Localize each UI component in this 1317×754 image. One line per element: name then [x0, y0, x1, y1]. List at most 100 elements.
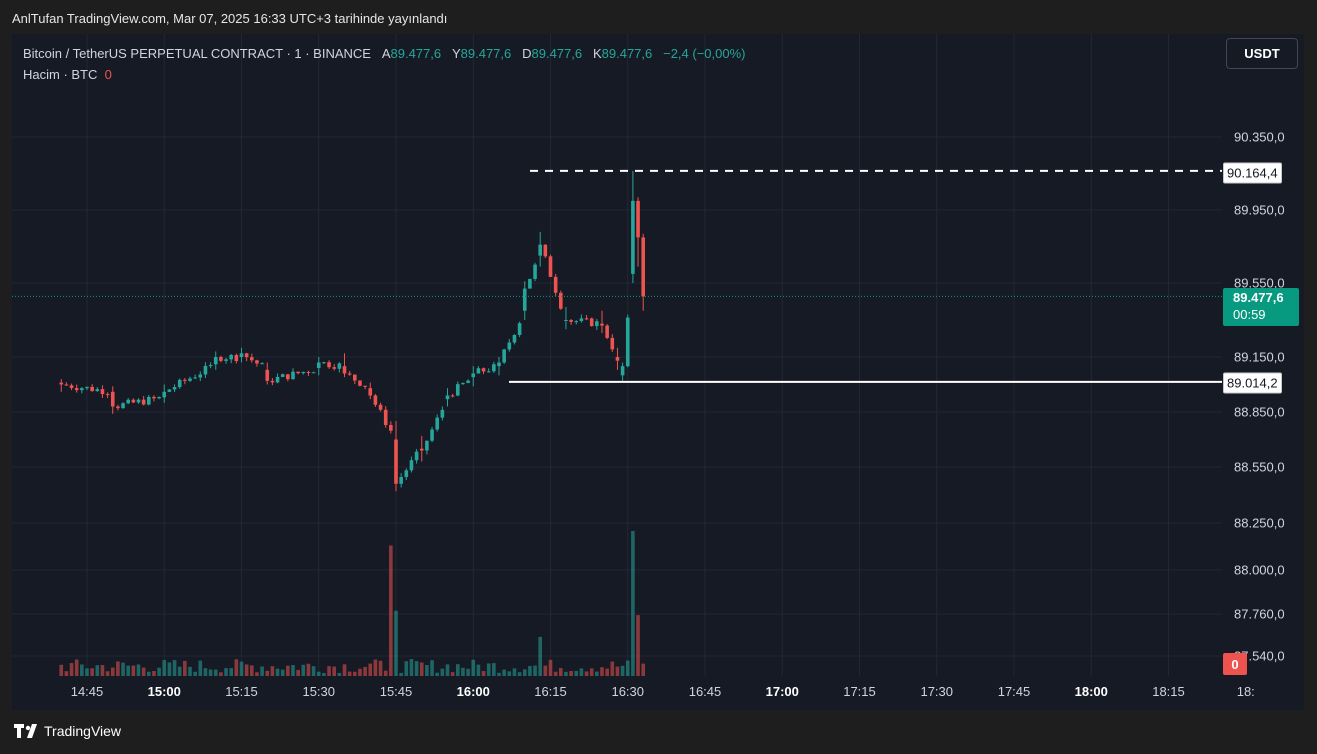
- time-axis[interactable]: 14:45 15:00 15:15 15:30 15:45 16:00 16:15 16:30…: [12, 676, 1255, 710]
- symbol-title[interactable]: Bitcoin / TetherUS PERPETUAL CONTRACT · …: [23, 46, 371, 61]
- high-label: Y: [451, 46, 461, 61]
- candle-body: [636, 200, 640, 238]
- volume-bar: [353, 671, 357, 676]
- volume-bar: [286, 665, 290, 676]
- candle-body: [203, 365, 208, 375]
- candle-body: [342, 366, 347, 374]
- volume-bar: [213, 669, 218, 676]
- candle-body: [229, 355, 233, 360]
- price-tick-label: 88.550,0: [1234, 459, 1285, 475]
- candle-body: [492, 364, 496, 372]
- candle-body: [80, 388, 84, 391]
- publication-header: AnlTufan TradingView.com, Mar 07, 2025 1…: [12, 11, 448, 26]
- time-tick-label: 18:00: [1074, 684, 1108, 699]
- candle-body: [471, 373, 476, 378]
- candle-body: [224, 359, 228, 361]
- candle-body: [322, 362, 326, 364]
- volume-bar: [471, 659, 476, 676]
- plot-area[interactable]: Bitcoin / TetherUS PERPETUAL CONTRACT · …: [12, 34, 1222, 676]
- candle-body: [162, 391, 167, 398]
- volume-bar: [347, 671, 352, 676]
- volume-bar: [538, 636, 542, 676]
- candle-body: [347, 373, 352, 375]
- candle-body: [631, 200, 635, 274]
- volume-bar: [528, 666, 532, 676]
- volume-bar: [85, 668, 89, 676]
- volume-bar: [105, 671, 110, 676]
- volume-bar: [265, 670, 270, 676]
- candle-body: [147, 396, 151, 405]
- volume-bar: [291, 665, 295, 676]
- volume-bar: [368, 663, 373, 676]
- candle-body: [265, 369, 270, 381]
- volume-bar: [430, 660, 434, 676]
- candle-body: [327, 362, 331, 368]
- price-tick-label: 87.760,0: [1234, 606, 1285, 622]
- time-tick-label: 16:15: [534, 684, 567, 699]
- candle-body: [239, 353, 244, 357]
- candle-body: [419, 448, 424, 451]
- candle-body: [296, 371, 300, 374]
- volume-bar: [548, 659, 553, 676]
- candle-body: [260, 363, 264, 365]
- candle-body: [286, 374, 290, 380]
- volume-bar: [522, 669, 527, 676]
- time-tick-label: 14:45: [70, 684, 104, 699]
- volume-bar: [497, 672, 501, 676]
- footer-brand-text: TradingView: [44, 723, 122, 739]
- volume-bar: [275, 668, 280, 676]
- currency-button[interactable]: USDT: [1226, 38, 1298, 69]
- volume-bar: [445, 664, 450, 676]
- volume-bar: [574, 670, 579, 676]
- candle-body: [353, 374, 357, 381]
- price-tick-label: 88.850,0: [1234, 404, 1285, 420]
- candle-body: [95, 389, 100, 392]
- candle-body: [641, 237, 645, 297]
- candle-body: [610, 337, 615, 350]
- candle-body: [461, 383, 465, 385]
- candle-body: [466, 380, 470, 384]
- candle-body: [121, 403, 125, 409]
- volume-bar: [136, 664, 141, 676]
- price-axis[interactable]: 90.350,0 89.950,0 89.550,0 89.150,0 88.850,0…: [1222, 34, 1304, 676]
- volume-bar: [141, 667, 146, 676]
- volume-bar: [131, 665, 136, 676]
- volume-bar: [636, 615, 640, 676]
- volume-label[interactable]: Hacim · BTC: [23, 67, 98, 82]
- volume-bar: [466, 668, 470, 676]
- volume-bar: [517, 672, 522, 676]
- candle-body: [85, 386, 89, 389]
- candle-body: [311, 372, 316, 374]
- candle-body: [605, 325, 609, 338]
- candle-body: [74, 388, 79, 391]
- candle-body: [512, 334, 517, 343]
- volume-bar: [95, 665, 100, 676]
- candle-body: [208, 365, 213, 367]
- volume-legend: Hacim · BTC 0: [23, 67, 112, 82]
- volume-bar: [311, 666, 316, 676]
- high-price-label: 90.164,4: [1223, 162, 1282, 184]
- low-price-label: 89.014,2: [1223, 372, 1282, 394]
- volume-bar: [152, 671, 156, 676]
- time-tick-label: 17:45: [997, 684, 1031, 699]
- chart-frame[interactable]: Bitcoin / TetherUS PERPETUAL CONTRACT · …: [12, 34, 1304, 710]
- price-tick-label: 89.550,0: [1234, 275, 1285, 291]
- volume-bar: [126, 665, 130, 676]
- volume-bar: [59, 664, 64, 676]
- time-tick-label: 15:15: [225, 684, 258, 699]
- volume-bar: [203, 668, 208, 676]
- candle-body: [306, 371, 311, 373]
- candle-body: [167, 389, 172, 392]
- symbol-legend: Bitcoin / TetherUS PERPETUAL CONTRACT · …: [23, 46, 746, 61]
- volume-bar: [476, 664, 481, 676]
- volume-bar: [507, 671, 512, 676]
- price-chart-svg[interactable]: [12, 34, 1222, 676]
- volume-bar: [543, 665, 548, 676]
- candle-body: [517, 323, 522, 335]
- candle-body: [383, 409, 388, 426]
- low-value: 89.477,6: [531, 46, 583, 61]
- candle-body: [394, 439, 398, 484]
- volume-bar: [244, 664, 249, 676]
- candle-body: [59, 382, 64, 385]
- candle-body: [430, 429, 434, 441]
